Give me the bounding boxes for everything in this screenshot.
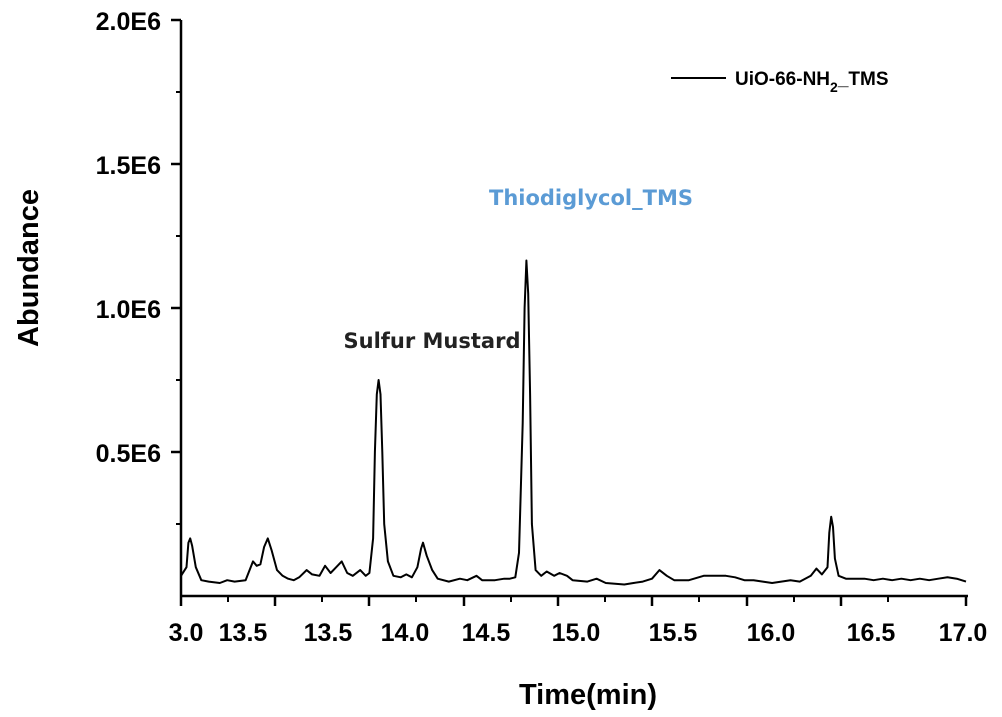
x-axis-title: Time(min): [519, 679, 657, 711]
x-tick-label: 17.0: [939, 619, 988, 647]
x-tick-label: 3.0: [169, 619, 204, 647]
y-tick-label: 2.0E6: [96, 8, 161, 36]
legend-label-main: UiO-66-NH: [735, 69, 830, 90]
y-tick-label: 0.5E6: [96, 440, 161, 468]
y-tick-label: 1.5E6: [96, 152, 161, 180]
y-axis-title: Abundance: [13, 189, 45, 347]
x-tick-label: 13.5: [219, 619, 268, 647]
legend-label-subscript: 2: [830, 79, 838, 95]
x-tick-label: 14.5: [462, 619, 511, 647]
series-line: [180, 259, 967, 586]
x-tick-label: 15.5: [649, 619, 698, 647]
legend-label-suffix: _TMS: [837, 69, 889, 90]
y-tick-label: 1.0E6: [96, 296, 161, 324]
x-tick-label: 16.5: [847, 619, 896, 647]
annotation-thiodiglycol-tms: Thiodiglycol_TMS: [489, 186, 693, 210]
x-tick-label: 13.5: [304, 619, 353, 647]
x-tick-label: 14.0: [381, 619, 430, 647]
annotation-sulfur-mustard: Sulfur Mustard: [344, 329, 521, 353]
legend-label: UiO-66-NH2_TMS: [735, 69, 889, 95]
x-tick-label: 15.0: [552, 619, 601, 647]
x-tick-label: 16.0: [747, 619, 796, 647]
